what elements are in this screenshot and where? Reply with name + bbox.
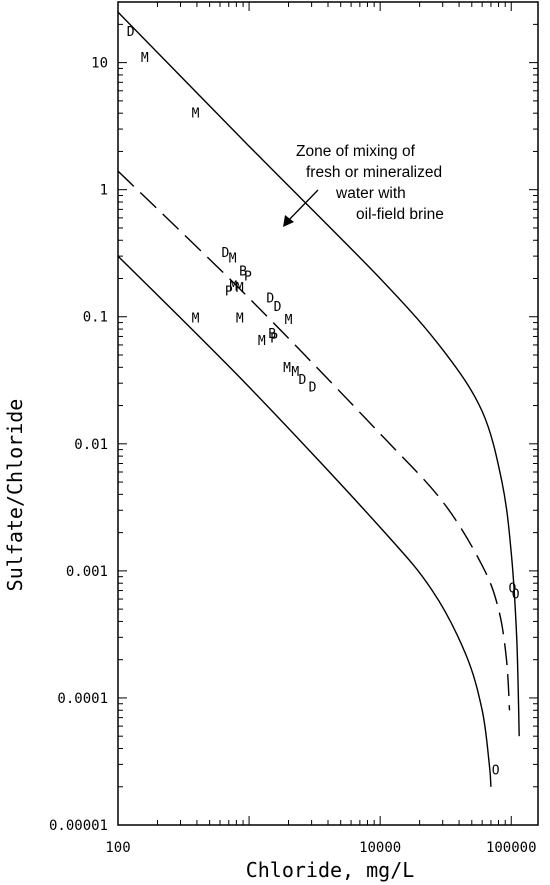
data-point: M xyxy=(229,251,237,266)
data-point: B xyxy=(268,327,276,342)
data-point: O xyxy=(508,582,516,597)
data-point: D xyxy=(127,25,135,40)
data-point: D xyxy=(274,300,282,315)
zone-annotation: Zone of mixing of fresh or mineralized w… xyxy=(283,143,444,227)
data-point: M xyxy=(258,334,266,349)
annotation-line-4: oil-field brine xyxy=(356,206,444,223)
data-point: O xyxy=(492,764,500,779)
axis-tick-labels: 100 10000 100000 0.00001 0.0001 0.001 0.01 0.1 1… xyxy=(49,56,537,856)
annotation-arrowhead xyxy=(283,215,294,227)
y-tick-label: 0.0001 xyxy=(57,691,108,707)
y-tick-label: 1 xyxy=(100,183,108,199)
data-point: M xyxy=(192,107,200,122)
x-tick-label: 10000 xyxy=(359,840,401,856)
axis-ticks xyxy=(117,1,538,826)
y-tick-label: 0.001 xyxy=(66,564,108,580)
data-point: O xyxy=(512,587,520,602)
curve-dashed-1 xyxy=(117,170,511,711)
data-point: M xyxy=(285,313,293,328)
curve-solid-0 xyxy=(117,11,520,737)
data-point: P xyxy=(270,332,278,347)
data-point: M xyxy=(192,311,200,326)
data-point: P xyxy=(225,284,233,299)
data-point: M xyxy=(291,365,299,380)
y-tick-label: 10 xyxy=(91,56,108,72)
data-point: M xyxy=(236,311,244,326)
reference-curves xyxy=(117,11,520,787)
data-point: M xyxy=(283,361,291,376)
data-point: B xyxy=(239,264,247,279)
data-point: D xyxy=(222,246,230,261)
y-tick-label: 0.1 xyxy=(83,310,108,326)
data-point: M xyxy=(230,279,238,294)
annotation-line-1: Zone of mixing of xyxy=(296,143,416,160)
annotation-arrow-shaft xyxy=(284,189,319,225)
curve-solid-2 xyxy=(117,255,492,787)
data-point: D xyxy=(266,292,274,307)
data-point: M xyxy=(236,281,244,296)
x-axis-title: Chloride, mg/L xyxy=(246,858,415,882)
x-tick-label: 100 xyxy=(105,840,130,856)
y-tick-label: 0.01 xyxy=(74,437,108,453)
data-point: D xyxy=(298,373,306,388)
data-point: P xyxy=(244,269,252,284)
x-tick-label: 100000 xyxy=(486,840,537,856)
annotation-line-2: fresh or mineralized xyxy=(306,164,442,181)
data-point: M xyxy=(141,51,149,66)
data-point: D xyxy=(309,380,317,395)
y-tick-label: 0.00001 xyxy=(49,818,108,834)
y-axis-title: Sulfate/Chloride xyxy=(3,399,27,592)
annotation-line-3: water with xyxy=(335,185,406,202)
